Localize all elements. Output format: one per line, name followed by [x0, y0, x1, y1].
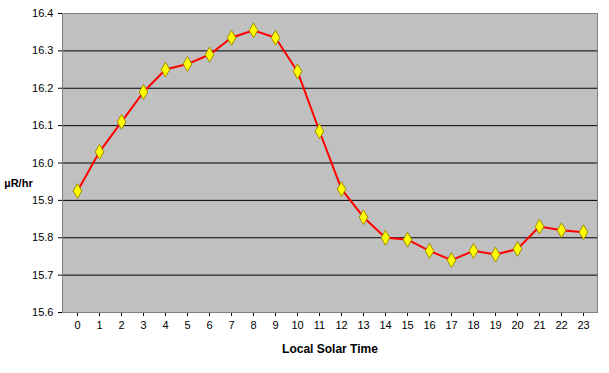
svg-text:1: 1	[96, 319, 102, 331]
svg-text:15.9: 15.9	[32, 194, 53, 206]
svg-text:16.2: 16.2	[32, 82, 53, 94]
svg-text:15.8: 15.8	[32, 231, 53, 243]
svg-text:15: 15	[401, 319, 413, 331]
svg-text:15.6: 15.6	[32, 306, 53, 318]
svg-text:0: 0	[74, 319, 80, 331]
svg-text:21: 21	[533, 319, 545, 331]
svg-text:16.4: 16.4	[32, 7, 53, 19]
svg-text:18: 18	[467, 319, 479, 331]
svg-text:Local Solar Time: Local Solar Time	[282, 342, 378, 356]
svg-text:3: 3	[140, 319, 146, 331]
svg-text:12: 12	[335, 319, 347, 331]
svg-text:22: 22	[555, 319, 567, 331]
svg-text:10: 10	[291, 319, 303, 331]
svg-text:4: 4	[162, 319, 168, 331]
svg-text:11: 11	[314, 319, 325, 331]
svg-text:8: 8	[250, 319, 256, 331]
svg-text:23: 23	[577, 319, 589, 331]
svg-text:14: 14	[379, 319, 391, 331]
svg-text:20: 20	[511, 319, 523, 331]
svg-text:6: 6	[206, 319, 212, 331]
svg-text:5: 5	[184, 319, 190, 331]
svg-text:16.0: 16.0	[32, 157, 53, 169]
svg-text:7: 7	[228, 319, 234, 331]
svg-text:19: 19	[489, 319, 501, 331]
svg-text:16.1: 16.1	[32, 119, 53, 131]
svg-text:16: 16	[423, 319, 435, 331]
svg-text:2: 2	[118, 319, 124, 331]
svg-text:16.3: 16.3	[32, 44, 53, 56]
svg-text:µR/hr: µR/hr	[4, 177, 33, 189]
svg-text:17: 17	[445, 319, 457, 331]
svg-text:15.7: 15.7	[32, 269, 53, 281]
svg-text:9: 9	[272, 319, 278, 331]
svg-text:13: 13	[357, 319, 369, 331]
